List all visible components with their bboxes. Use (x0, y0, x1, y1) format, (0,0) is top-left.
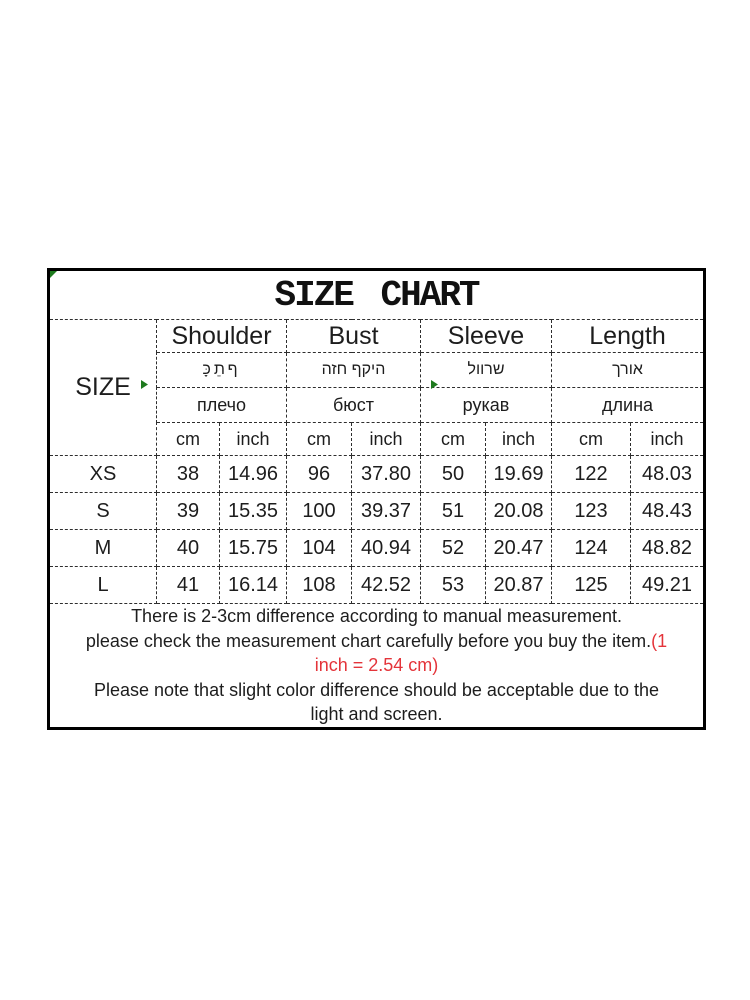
note-line-2-red-text: (1 (651, 630, 668, 651)
unit-cell-inch: inch (219, 422, 287, 456)
unit-cell-cm: cm (420, 422, 486, 456)
row-label-s: S (48, 492, 157, 530)
table-cell: 122 (551, 455, 631, 493)
column-header-sleeve: Sleeve (420, 319, 552, 353)
table-cell: 20.87 (485, 566, 552, 604)
table-cell: 53 (420, 566, 486, 604)
table-cell: 52 (420, 529, 486, 567)
table-row-m: M 40 15.75 104 40.94 52 20.47 124 48.82 (48, 529, 706, 567)
column-header-bust: Bust (286, 319, 421, 353)
green-artifact-icon (141, 380, 148, 389)
table-cell: 124 (551, 529, 631, 567)
title-row: SIZE CHART (47, 269, 706, 320)
table-cell: 19.69 (485, 455, 552, 493)
table-cell: 108 (286, 566, 352, 604)
table-cell: 14.96 (219, 455, 287, 493)
russian-label-row: плечо бюст рукав длина (49, 387, 706, 423)
table-row-l: L 41 16.14 108 42.52 53 20.87 125 49.21 (48, 566, 706, 604)
table-cell: 15.35 (219, 492, 287, 530)
hebrew-label-sleeve: שרוול (420, 352, 552, 388)
hebrew-label-text: כָּתֵף (202, 361, 241, 378)
table-cell: 48.03 (629, 455, 706, 493)
table-cell: 40.94 (351, 529, 421, 567)
table-cell: 16.14 (219, 566, 287, 604)
table-cell: 40 (156, 529, 220, 567)
table-cell: 96 (286, 455, 352, 493)
hebrew-label-bust: היקף חזה (286, 352, 421, 388)
table-cell: 39.37 (351, 492, 421, 530)
unit-cell-inch: inch (351, 422, 421, 456)
column-header-length: Length (550, 319, 706, 353)
table-row-s: S 39 15.35 100 39.37 51 20.08 123 48.43 (48, 492, 706, 530)
hebrew-label-length: אורך (550, 352, 706, 388)
page-title: SIZE CHART (47, 269, 706, 320)
table-cell: 100 (286, 492, 352, 530)
unit-cell-inch: inch (485, 422, 552, 456)
table-row-xs: XS 38 14.96 96 37.80 50 19.69 122 48.03 (48, 455, 706, 493)
table-cell: 125 (551, 566, 631, 604)
unit-cell-cm: cm (286, 422, 352, 456)
table-cell: 39 (156, 492, 220, 530)
note-line-5: light and screen. (310, 704, 443, 725)
notes-cell: There is 2-3cm difference according to m… (47, 603, 706, 729)
table-cell: 48.82 (629, 529, 706, 567)
table-cell: 20.08 (485, 492, 552, 530)
russian-label-bust: бюст (286, 387, 421, 423)
unit-cell-inch: inch (629, 422, 706, 456)
table-cell: 104 (286, 529, 352, 567)
russian-label-shoulder: плечо (156, 387, 287, 423)
note-line-1: There is 2-3cm difference according to m… (131, 606, 622, 627)
note-line-3-red-text: inch = 2.54 cm) (314, 655, 439, 676)
hebrew-label-shoulder: כָּתֵף (156, 352, 287, 388)
table-cell: 37.80 (351, 455, 421, 493)
table-cell: 38 (156, 455, 220, 493)
green-artifact-icon (50, 271, 57, 278)
table-cell: 42.52 (351, 566, 421, 604)
size-chart-table: SIZE CHART SIZE Shoulder Bust Sleeve Len… (47, 268, 707, 730)
table-cell: 49.21 (629, 566, 706, 604)
table-cell: 50 (420, 455, 486, 493)
note-line-2: please check the measurement chart caref… (50, 629, 703, 654)
table-cell: 20.47 (485, 529, 552, 567)
hebrew-label-row: כָּתֵף היקף חזה שרוול אורך (49, 352, 706, 388)
note-line-4: Please note that slight color difference… (93, 679, 660, 700)
row-label-m: M (48, 529, 157, 567)
table-cell: 48.43 (629, 492, 706, 530)
row-label-l: L (48, 566, 157, 604)
corner-label-size: SIZE (48, 319, 157, 456)
row-label-xs: XS (48, 455, 157, 493)
unit-cell-cm: cm (551, 422, 631, 456)
green-artifact-icon (431, 380, 438, 389)
russian-label-length: длина (550, 387, 706, 423)
russian-label-sleeve: рукав (420, 387, 552, 423)
notes-row: There is 2-3cm difference according to m… (47, 603, 706, 729)
unit-row: cm inch cm inch cm inch cm inch (49, 422, 706, 456)
column-header-shoulder: Shoulder (156, 319, 287, 353)
table-cell: 15.75 (219, 529, 287, 567)
header-row: SIZE Shoulder Bust Sleeve Length (48, 319, 706, 456)
table-cell: 41 (156, 566, 220, 604)
unit-cell-cm: cm (156, 422, 220, 456)
note-line-2-text: please check the measurement chart caref… (85, 630, 652, 651)
table-cell: 123 (551, 492, 631, 530)
table-cell: 51 (420, 492, 486, 530)
